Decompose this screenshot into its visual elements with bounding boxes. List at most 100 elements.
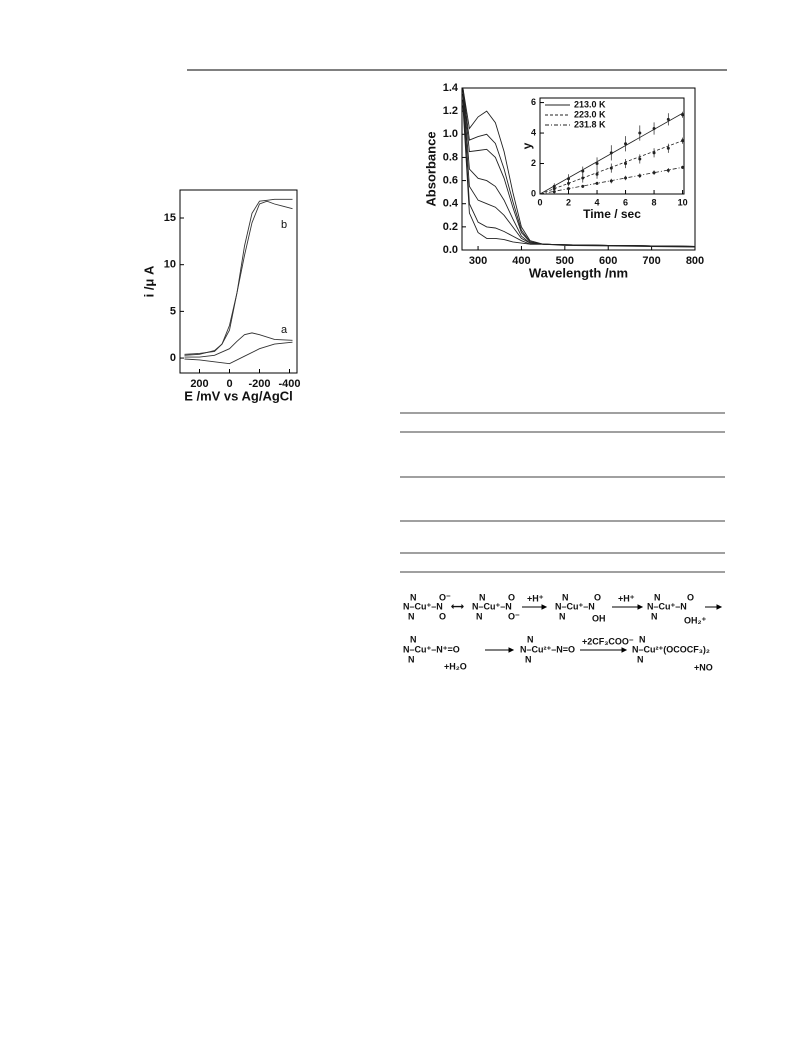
scheme-text: N–Cu⁺–N (472, 601, 512, 611)
x-tick-label: 600 (599, 255, 617, 267)
point (666, 146, 670, 150)
scheme-text: O (594, 592, 601, 602)
scheme-text: +H⁺ (527, 593, 544, 603)
point (652, 126, 656, 130)
scheme-text: +H₂O (444, 661, 467, 671)
point (567, 177, 571, 181)
curve (462, 105, 696, 248)
curve (184, 332, 293, 358)
scheme-text: N–Cu⁺–N (403, 601, 443, 611)
y-tick-label: 1.4 (443, 82, 459, 94)
point (609, 151, 613, 155)
y-axis-label: y (520, 142, 534, 149)
point (567, 181, 571, 185)
point (609, 179, 613, 183)
point (609, 166, 613, 170)
scheme-text: +H⁺ (618, 593, 635, 603)
curve (184, 341, 293, 365)
x-tick-label: 700 (642, 255, 660, 267)
x-tick-label: 6 (623, 197, 628, 207)
point (595, 181, 599, 185)
scheme-text: N (410, 592, 417, 602)
scheme-text: N (408, 654, 415, 664)
scheme-text: N (559, 611, 566, 621)
x-tick-label: 0 (226, 378, 232, 390)
y-tick-label: 0.0 (443, 244, 458, 256)
scheme-text: O (687, 592, 694, 602)
point (552, 190, 556, 194)
scheme-text: N (562, 592, 569, 602)
y-tick-label: 0 (531, 188, 536, 198)
scheme-text: N (476, 611, 483, 621)
plot-frame (179, 189, 298, 374)
y-tick-label: 0.4 (443, 198, 459, 210)
scheme-text: N (527, 634, 534, 644)
point (595, 162, 599, 166)
y-tick-label: 6 (531, 97, 536, 107)
curve-annotation: b (281, 219, 287, 231)
scheme-text: O⁻ (508, 611, 520, 621)
y-tick-label: 1.2 (443, 105, 458, 117)
point (624, 162, 628, 166)
point (567, 187, 571, 191)
point (581, 169, 585, 173)
point (552, 187, 556, 191)
point (581, 184, 585, 188)
scheme-text: O (439, 611, 446, 621)
y-tick-label: 2 (531, 158, 536, 168)
scheme-text: N–Cu⁺–N (647, 601, 687, 611)
point (666, 117, 670, 121)
x-tick-label: 8 (652, 197, 657, 207)
point (666, 168, 670, 172)
x-tick-label: 2 (566, 197, 571, 207)
scheme-text: O (508, 592, 515, 602)
arrowhead (716, 604, 723, 610)
scheme-text: +NO (694, 662, 713, 672)
plot-frame (461, 87, 696, 251)
scheme-text: N–Cu⁺–N⁺=O (403, 644, 460, 654)
y-tick-label: 15 (164, 212, 176, 224)
x-tick-label: 500 (556, 255, 574, 267)
curve (184, 200, 293, 355)
y-tick-label: 1.0 (443, 128, 458, 140)
curve-annotation: a (281, 324, 288, 336)
x-axis-label: E /mV vs Ag/AgCl (184, 388, 293, 403)
plot-frame (539, 97, 685, 195)
point (581, 176, 585, 180)
y-tick-label: 10 (164, 259, 176, 271)
scheme-text: OH (592, 613, 606, 623)
scheme-text: O⁻ (439, 592, 451, 602)
scheme-text: N (651, 611, 658, 621)
y-tick-label: 4 (531, 127, 536, 137)
arrowhead (541, 604, 548, 610)
scheme-text: N (410, 634, 417, 644)
x-tick-label: -400 (278, 378, 300, 390)
point (624, 176, 628, 180)
scheme-text: N–Cu²⁺–N=O (520, 644, 575, 654)
empty-table (400, 412, 725, 573)
scheme-text: N (639, 634, 646, 644)
scheme-arrows (485, 604, 723, 653)
point (652, 171, 656, 175)
point (638, 174, 642, 178)
point (638, 157, 642, 161)
legend-label: 223.0 K (574, 109, 606, 119)
legend-label: 213.0 K (574, 99, 606, 109)
scheme-text: N–Cu⁺–N (555, 601, 595, 611)
scheme-text: +2CF₃COO⁻ (582, 636, 634, 646)
x-axis-label: Wavelength /nm (529, 265, 628, 280)
y-tick-label: 0.6 (443, 174, 458, 186)
x-tick-label: 0 (537, 197, 542, 207)
point (624, 142, 628, 146)
x-tick-label: 800 (686, 255, 704, 267)
scheme-text: OH₂⁺ (684, 615, 706, 625)
x-tick-label: -200 (248, 378, 270, 390)
y-axis-label: Absorbance (423, 131, 438, 206)
scheme-text: ⟷ (451, 601, 464, 611)
scheme-text: N–Cu²⁺(OCOCF₃)₂ (632, 644, 710, 654)
arrowhead (621, 647, 628, 653)
point (681, 139, 685, 143)
point (595, 172, 599, 176)
x-tick-label: 4 (595, 197, 600, 207)
